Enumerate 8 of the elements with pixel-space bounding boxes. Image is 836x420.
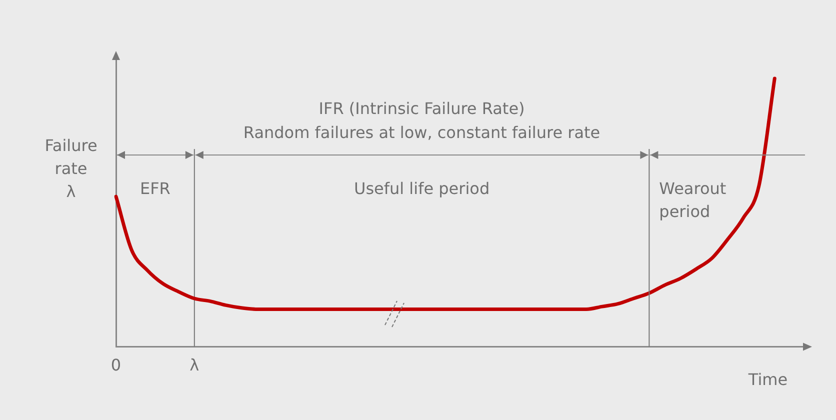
x-axis-title: Time [747,370,788,390]
text: IFR (Intrinsic Failure Rate) Random failures at low, constant failure rate [243,99,600,142]
annotation: Wearout period [659,179,726,222]
y-axis-title: Failure rate λ [44,136,98,202]
annotation: EFR [140,179,170,198]
annotation: Useful life period [354,179,490,198]
x-tick-label: 0 [110,356,122,375]
x-tick-label: λ [190,356,200,375]
